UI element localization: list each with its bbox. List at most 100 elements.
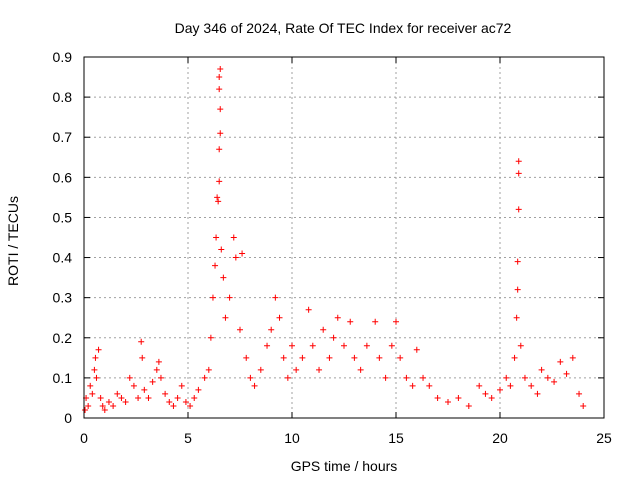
data-point <box>497 386 503 393</box>
data-point <box>363 342 370 349</box>
data-point <box>217 106 224 113</box>
data-point <box>220 274 227 281</box>
y-tick-label: 0.5 <box>53 209 73 225</box>
data-point <box>413 346 420 353</box>
data-point <box>138 338 145 345</box>
data-point <box>507 382 514 389</box>
data-point <box>538 366 545 373</box>
data-point <box>409 382 416 389</box>
data-point <box>576 390 583 397</box>
y-tick-label: 0.1 <box>53 370 73 386</box>
data-point <box>351 354 358 361</box>
y-tick-label: 0.4 <box>53 250 73 266</box>
data-point <box>157 374 164 381</box>
data-point <box>153 366 160 373</box>
data-point <box>239 250 246 257</box>
plot-frame <box>83 56 605 419</box>
data-point <box>213 234 220 241</box>
data-point <box>517 342 524 349</box>
data-point <box>139 354 146 361</box>
data-point <box>551 378 558 385</box>
data-point <box>268 326 275 333</box>
data-point <box>465 402 472 409</box>
data-point <box>403 374 410 381</box>
x-tick-label: 10 <box>284 430 300 446</box>
y-tick-label: 0.9 <box>53 49 73 65</box>
data-point <box>155 358 162 365</box>
data-point <box>563 370 570 377</box>
data-point <box>95 346 102 353</box>
data-point <box>528 382 535 389</box>
data-point <box>476 382 483 389</box>
x-axis-label: GPS time / hours <box>291 458 398 474</box>
data-point <box>201 374 208 381</box>
data-point <box>114 390 121 397</box>
y-tick-label: 0.7 <box>53 129 73 145</box>
data-point <box>101 406 108 413</box>
y-tick-label: 0 <box>64 410 72 426</box>
data-point <box>212 262 219 269</box>
x-tick-label: 15 <box>388 430 404 446</box>
data-point <box>218 246 225 253</box>
data-point <box>382 374 389 381</box>
data-point <box>426 382 433 389</box>
data-point <box>514 286 521 293</box>
data-point <box>334 314 341 321</box>
data-point <box>217 66 224 73</box>
data-point <box>544 374 551 381</box>
grid <box>84 57 604 418</box>
data-points <box>82 66 587 413</box>
data-point <box>341 342 347 349</box>
x-tick-label: 20 <box>492 430 508 446</box>
data-point <box>178 382 185 389</box>
data-point <box>280 354 287 361</box>
data-point <box>162 390 169 397</box>
data-point <box>243 354 250 361</box>
data-point <box>284 374 291 381</box>
data-point <box>513 314 520 321</box>
data-point <box>232 254 239 261</box>
data-point <box>141 386 148 393</box>
data-point <box>174 394 181 401</box>
data-point <box>85 402 92 409</box>
data-point <box>455 394 462 401</box>
data-point <box>216 74 223 81</box>
data-point <box>514 258 521 265</box>
data-point <box>511 354 518 361</box>
data-point <box>222 314 229 321</box>
data-point <box>299 354 306 361</box>
data-point <box>305 306 312 313</box>
data-point <box>214 194 221 201</box>
y-tick-label: 0.3 <box>53 290 73 306</box>
data-point <box>99 402 106 409</box>
data-point <box>205 366 212 373</box>
data-point <box>357 366 364 373</box>
chart-title: Day 346 of 2024, Rate Of TEC Index for r… <box>175 20 512 36</box>
data-point <box>217 130 224 137</box>
data-point <box>276 314 283 321</box>
data-point <box>237 326 243 333</box>
data-point <box>488 394 495 401</box>
data-point <box>149 378 156 385</box>
data-point <box>209 294 216 301</box>
data-point <box>226 294 233 301</box>
x-tick-label: 25 <box>596 430 612 446</box>
data-point <box>122 398 129 405</box>
data-point <box>534 390 541 397</box>
data-point <box>93 374 100 381</box>
data-point <box>330 334 337 341</box>
data-point <box>569 354 576 361</box>
data-point <box>393 318 399 325</box>
data-point <box>182 398 189 405</box>
data-point <box>82 406 89 413</box>
data-point <box>376 354 383 361</box>
data-point <box>216 146 223 153</box>
data-point <box>87 382 94 389</box>
axis-ticks: 0 5 10 15 20 25 0 0.1 0.2 0.3 0.4 0.5 0.6 0.7 0.8 0.9 <box>53 49 612 446</box>
data-point <box>397 354 404 361</box>
data-point <box>289 342 295 349</box>
data-point <box>92 354 99 361</box>
data-point <box>388 342 395 349</box>
data-point <box>264 342 271 349</box>
